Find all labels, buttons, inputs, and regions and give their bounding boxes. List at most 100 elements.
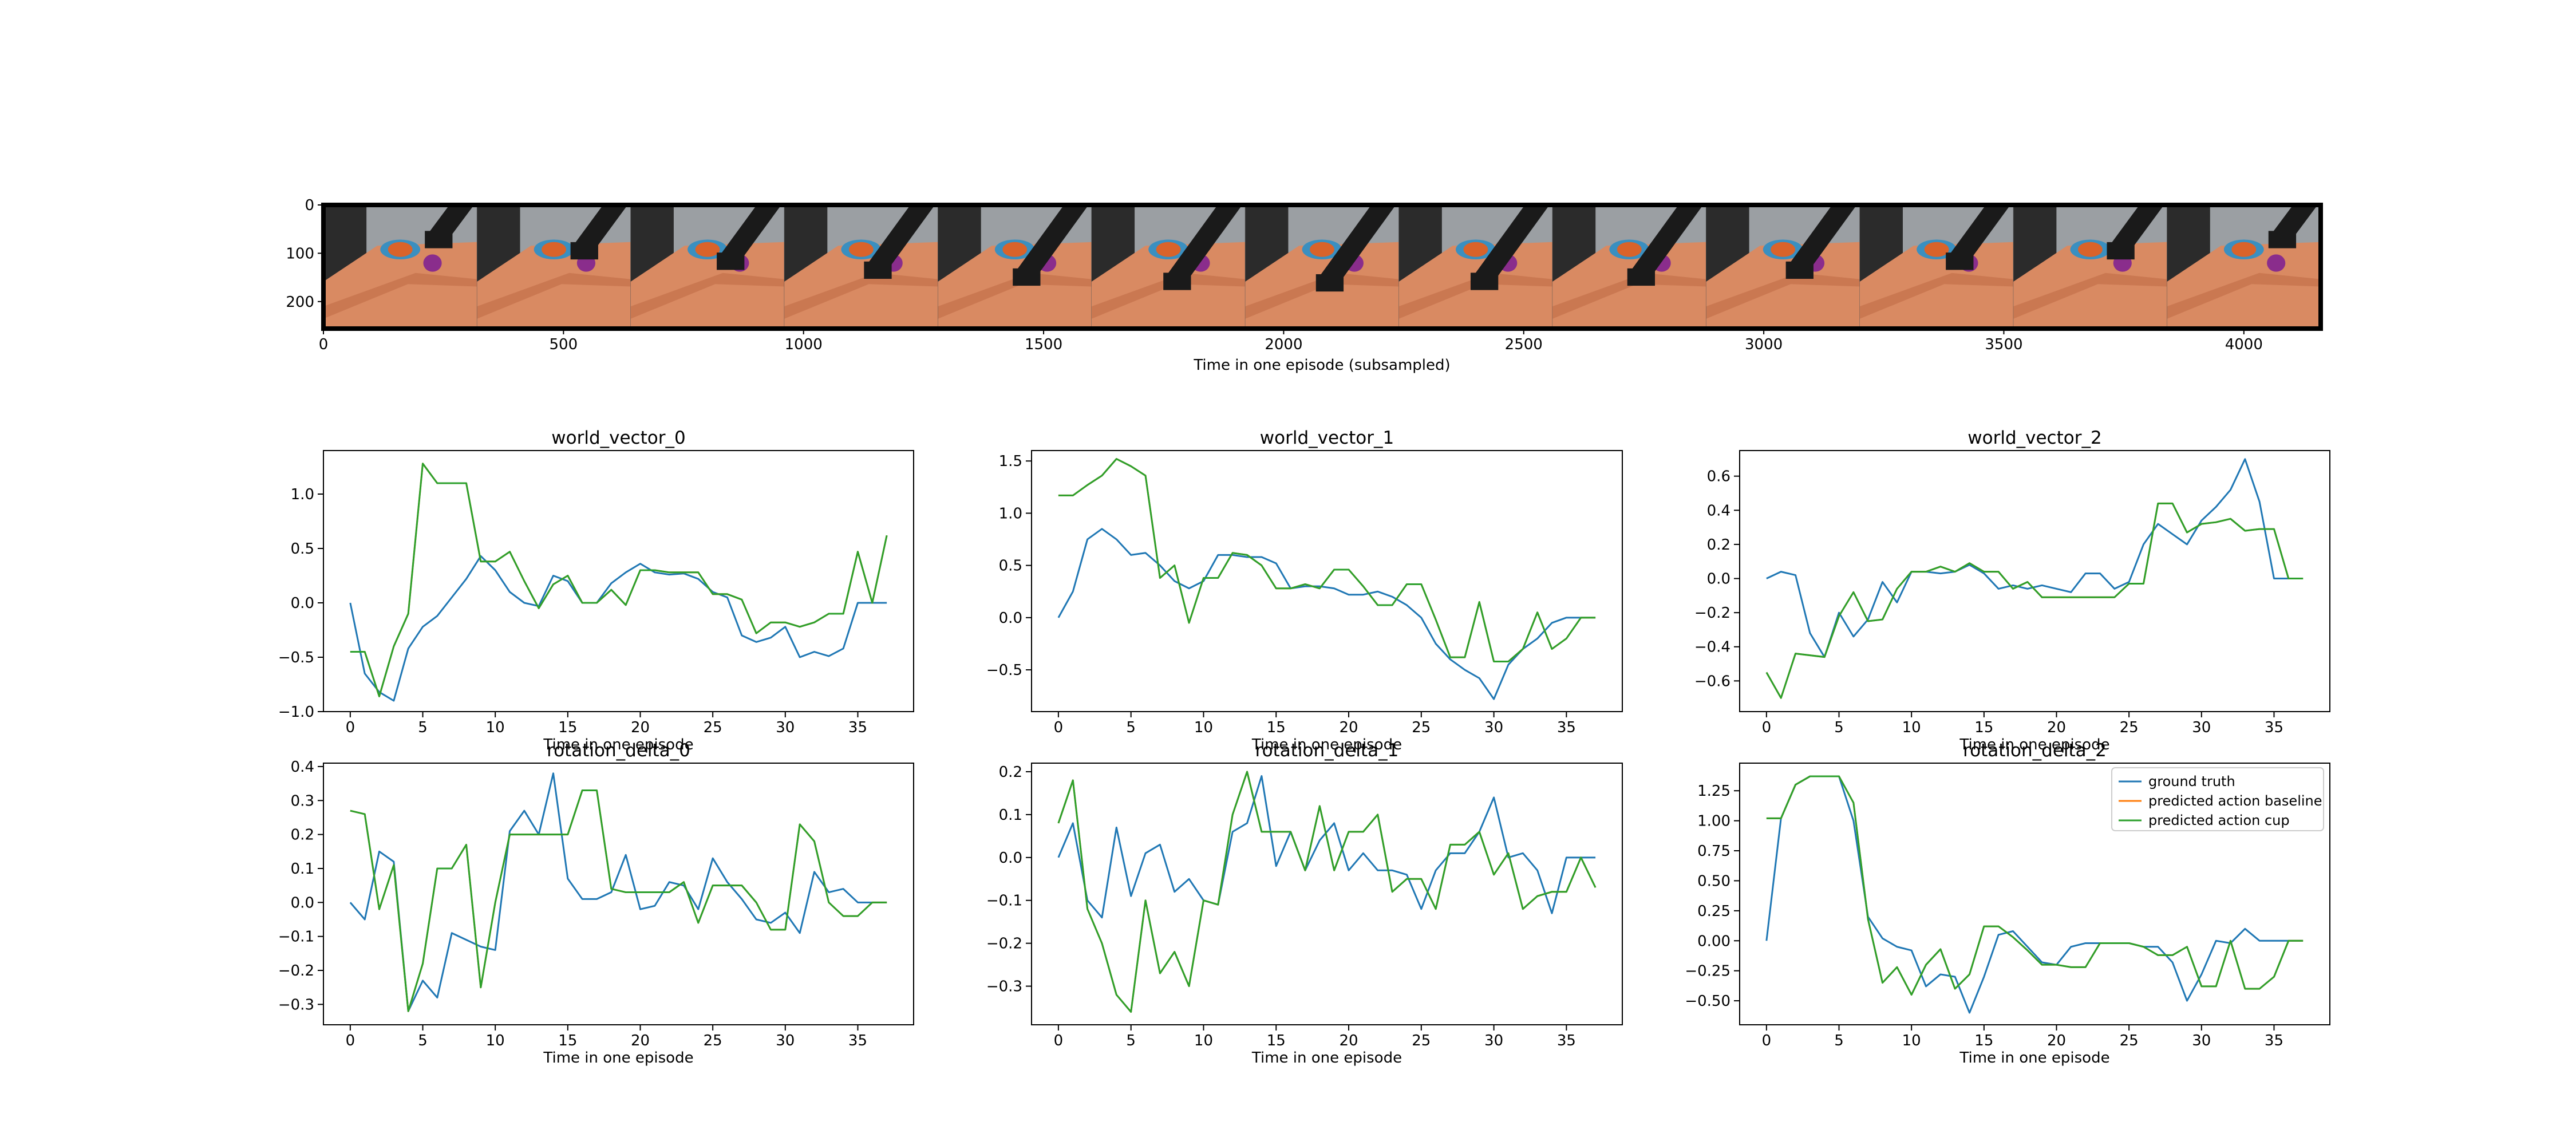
frame-robot-arm xyxy=(1629,205,1704,274)
frame-robot-arm xyxy=(1164,205,1242,278)
video-frame xyxy=(1245,205,1400,329)
video-frame xyxy=(323,205,477,329)
filmstrip-x-tick-label: 1500 xyxy=(1025,336,1062,353)
y-tick-label: 0.3 xyxy=(291,792,314,810)
x-tick-label: 20 xyxy=(2047,1032,2066,1049)
y-tick-label: 0.2 xyxy=(291,827,314,844)
y-tick-label: 0.0 xyxy=(291,894,314,911)
series-line-predicted-action-cup xyxy=(1057,771,1597,1013)
chart-title: world_vector_1 xyxy=(1260,428,1394,448)
y-tick-label: 0.4 xyxy=(291,759,314,776)
y-tick-label: −0.1 xyxy=(986,893,1022,910)
frame-robot-arm xyxy=(2108,205,2164,247)
x-tick-label: 30 xyxy=(776,1032,795,1049)
y-tick-label: 0.50 xyxy=(1697,872,1730,890)
x-tick-label: 0 xyxy=(1054,1032,1064,1049)
plot-area xyxy=(1032,451,1622,712)
y-tick-label: 0.2 xyxy=(999,764,1022,781)
frame-table-stripe xyxy=(1859,273,2014,319)
x-axis-label: Time in one episode xyxy=(543,736,693,753)
filmstrip-x-tick-label: 1000 xyxy=(785,336,823,353)
x-tick-label: 35 xyxy=(2265,1032,2283,1049)
x-tick-label: 15 xyxy=(1267,719,1286,736)
frame-robot-arm xyxy=(718,205,781,258)
frame-gripper xyxy=(1627,268,1656,286)
y-tick-label: 0.6 xyxy=(1707,468,1730,485)
filmstrip-x-tick-label: 2500 xyxy=(1505,336,1543,353)
x-tick-label: 0 xyxy=(1762,719,1772,736)
video-frame xyxy=(1091,205,1246,329)
plot-frame xyxy=(1739,450,2330,712)
y-tick-label: 0.2 xyxy=(1707,536,1730,554)
y-tick-label: −1.0 xyxy=(278,704,314,721)
y-tick-label: 0.4 xyxy=(1707,502,1730,519)
filmstrip-x-tick-label: 2000 xyxy=(1265,336,1302,353)
video-frame xyxy=(2167,205,2321,329)
x-tick-label: 20 xyxy=(1339,719,1358,736)
x-tick-label: 0 xyxy=(346,1032,355,1049)
video-frame xyxy=(477,205,631,329)
plot-area xyxy=(323,763,914,1025)
video-frame xyxy=(1552,205,1706,329)
series-line-predicted-action-cup xyxy=(1766,775,2304,996)
y-tick-label: 1.00 xyxy=(1697,813,1730,830)
filmstrip-x-tick-label: 4000 xyxy=(2225,336,2263,353)
x-tick-label: 15 xyxy=(1267,1032,1286,1049)
x-axis-label: Time in one episode xyxy=(1959,736,2109,753)
x-tick-label: 25 xyxy=(1412,1032,1431,1049)
chart-panel-world-vector-2: 0 5 10 15 20 25 30 35 −0.6 −0.4 −0.2 0.0 0.2 0.4 0.6 wo… xyxy=(1694,428,2330,753)
x-axis-label: Time in one episode xyxy=(543,1049,693,1067)
charts-grid: 0 5 10 15 20 25 30 35 −1.0 −0.5 0.0 0.5 1.0 world_vec… xyxy=(278,428,2330,1067)
x-tick-label: 35 xyxy=(848,719,867,736)
x-axis-label: Time in one episode xyxy=(1959,1049,2109,1067)
frame-bowl xyxy=(1617,242,1642,257)
x-tick-label: 10 xyxy=(1902,719,1921,736)
chart-panel-rotation-delta-1: 0 5 10 15 20 25 30 35 −0.3 −0.2 −0.1 0.0 0.1 0.2 rotat… xyxy=(986,740,1623,1067)
y-tick-label: −0.4 xyxy=(1694,639,1730,656)
chart-title: rotation_delta_2 xyxy=(1963,740,2107,761)
frame-table-stripe xyxy=(1398,273,1553,319)
x-tick-label: 35 xyxy=(1557,1032,1576,1049)
x-tick-label: 5 xyxy=(1834,1032,1844,1049)
y-tick-label: −0.5 xyxy=(278,649,314,666)
x-tick-label: 35 xyxy=(2265,719,2283,736)
y-tick-label: 0.5 xyxy=(291,540,314,558)
filmstrip-x-axis-label: Time in one episode (subsampled) xyxy=(1193,357,1450,374)
series-line-ground-truth xyxy=(1057,775,1596,919)
chart-title: world_vector_0 xyxy=(551,428,685,448)
plot-frame xyxy=(323,763,914,1025)
series-line-predicted-action-cup xyxy=(1765,502,2304,699)
series-lines xyxy=(1765,775,2304,1014)
series-line-predicted-action-cup xyxy=(350,463,888,697)
frame-gripper xyxy=(1470,273,1499,290)
x-axis-label: Time in one episode xyxy=(1251,1049,1402,1067)
y-tick-label: −0.2 xyxy=(1694,605,1730,622)
frame-bowl xyxy=(388,242,413,257)
frame-bowl xyxy=(1310,242,1334,257)
series-lines xyxy=(349,772,887,1012)
frame-gripper xyxy=(1013,268,1041,286)
y-tick-label: 0.00 xyxy=(1697,933,1730,950)
frame-robot-arm xyxy=(1014,205,1089,274)
x-tick-label: 10 xyxy=(1194,1032,1213,1049)
filmstrip-y-tick-label: 0 xyxy=(305,197,314,214)
frame-gripper xyxy=(2107,242,2135,260)
y-tick-label: 0.0 xyxy=(999,610,1022,627)
legend: ground truth predicted action baseline pre… xyxy=(2111,767,2324,831)
y-tick-label: 1.25 xyxy=(1697,783,1730,800)
x-tick-label: 15 xyxy=(558,719,577,736)
frame-robot-arm xyxy=(1472,205,1550,278)
frame-bowl xyxy=(1156,242,1181,257)
y-tick-label: 0.1 xyxy=(291,860,314,878)
y-tick-label: −0.25 xyxy=(1685,963,1730,980)
x-tick-label: 30 xyxy=(2192,1032,2211,1049)
x-tick-label: 30 xyxy=(1484,719,1503,736)
filmstrip-x-tick-label: 3500 xyxy=(1985,336,2022,353)
y-tick-label: 1.0 xyxy=(999,505,1022,522)
x-tick-label: 30 xyxy=(776,719,795,736)
series-line-ground-truth xyxy=(1057,528,1596,700)
frame-bowl xyxy=(1771,242,1796,257)
x-axis-label: Time in one episode xyxy=(1251,736,1402,753)
x-tick-label: 25 xyxy=(1412,719,1431,736)
